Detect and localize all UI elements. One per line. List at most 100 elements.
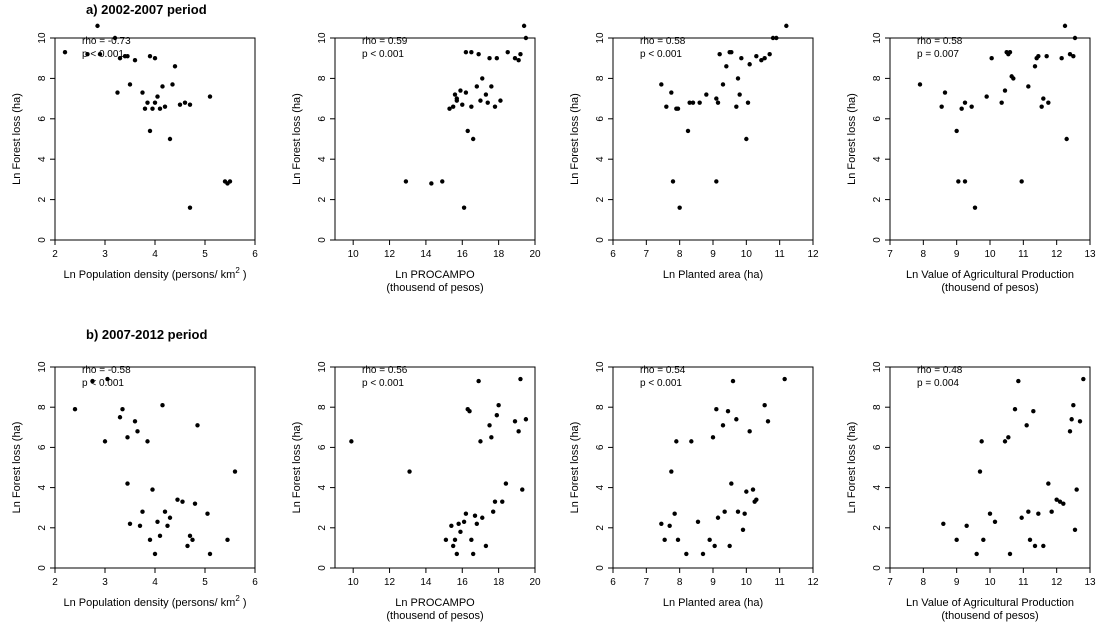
data-point [480, 515, 485, 520]
x-tick-label: 5 [202, 577, 208, 588]
y-tick-label: 2 [595, 525, 606, 531]
data-point [974, 551, 979, 557]
x-tick-label: 8 [677, 577, 683, 588]
y-axis-label: Ln Forest loss (ha) [569, 93, 581, 185]
data-point [152, 551, 158, 557]
x-tick-label: 6 [610, 577, 616, 588]
x-tick-label: 8 [677, 249, 683, 260]
data-point [1049, 509, 1054, 514]
y-tick-label: 10 [37, 361, 48, 373]
data-point [729, 481, 734, 486]
data-point [750, 487, 756, 492]
data-point [999, 100, 1004, 105]
p-value-annotation: p < 0.001 [82, 49, 124, 60]
x-tick-label: 3 [102, 577, 108, 588]
x-tick-label: 14 [420, 249, 432, 260]
data-point [403, 179, 409, 184]
x-axis-label: Ln Planted area (ha) [663, 597, 763, 609]
data-point [175, 497, 180, 502]
data-point [689, 439, 694, 444]
data-point [734, 417, 739, 422]
rho-annotation: rho = -0.58 [82, 365, 131, 376]
data-point [977, 469, 983, 474]
data-point [782, 376, 787, 382]
data-point [140, 90, 145, 95]
data-point [117, 56, 123, 61]
data-point [90, 378, 95, 384]
y-tick-label: 2 [595, 196, 606, 202]
data-point [1041, 543, 1046, 549]
data-point [478, 439, 483, 444]
data-point [747, 62, 752, 67]
data-point [992, 519, 998, 524]
data-point [461, 205, 467, 210]
y-axis-label: Ln Forest loss (ha) [569, 422, 581, 514]
y-tick-label: 6 [872, 444, 883, 450]
data-point [1071, 53, 1076, 59]
data-point [695, 519, 701, 524]
y-tick-label: 4 [317, 156, 328, 162]
x-axis-label-text: Ln Planted area (ha) [663, 269, 763, 281]
data-point [454, 96, 460, 101]
y-axis-label: Ln Forest loss (ha) [291, 422, 303, 514]
data-point [729, 49, 734, 55]
data-point [690, 100, 696, 105]
y-tick-label: 10 [37, 32, 48, 44]
data-point [1012, 407, 1018, 412]
x-tick-label: 9 [710, 577, 716, 588]
data-point [744, 136, 749, 142]
data-point [989, 56, 994, 61]
data-point [185, 543, 190, 549]
data-point [463, 90, 469, 95]
y-tick-label: 8 [872, 404, 883, 410]
data-point [112, 35, 118, 41]
data-point [972, 205, 978, 210]
x-axis-label-text: Ln Population density (persons/ km [63, 597, 235, 609]
scatter-panel-6: 10 12 14 16 18 20 0 2 4 6 8 10 Ln Forest loss (ha) Ln… [291, 361, 541, 622]
data-point [1067, 429, 1073, 434]
x-tick-label: 10 [348, 577, 360, 588]
data-point [715, 515, 721, 520]
y-tick-label: 8 [595, 75, 606, 81]
data-point [155, 94, 160, 99]
data-point [659, 82, 664, 87]
data-point [759, 58, 764, 63]
data-point [704, 92, 709, 97]
x-tick-label: 11 [774, 577, 785, 588]
x-axis-label-superscript: 2 [235, 594, 240, 603]
data-point [770, 35, 776, 41]
plot-frame [334, 37, 536, 241]
x-axis-label-text: Ln PROCAMPO [395, 597, 475, 609]
data-point [474, 84, 480, 89]
x-axis-label-line2: (thousend of pesos) [941, 282, 1038, 294]
data-point [744, 489, 749, 494]
data-point [349, 439, 354, 444]
y-tick-label: 6 [37, 444, 48, 450]
data-point [72, 407, 78, 412]
p-value-annotation: p < 0.001 [640, 49, 682, 60]
y-tick-label: 10 [595, 361, 606, 373]
p-value-annotation: p < 0.001 [362, 49, 404, 60]
y-axis-label: Ln Forest loss (ha) [291, 93, 303, 185]
y-tick-label: 8 [37, 75, 48, 81]
y-tick-label: 0 [37, 237, 48, 243]
x-tick-label: 10 [984, 249, 996, 260]
data-point [677, 205, 682, 210]
data-point [735, 509, 741, 514]
y-tick-label: 4 [872, 484, 883, 490]
data-point [1036, 53, 1041, 59]
data-point [675, 106, 681, 111]
x-tick-label: 13 [1084, 577, 1096, 588]
data-point [205, 511, 210, 516]
data-point [135, 429, 140, 434]
data-point [187, 205, 193, 210]
data-point [1074, 487, 1079, 492]
y-tick-label: 2 [37, 525, 48, 531]
data-point [105, 376, 110, 382]
data-point [227, 179, 233, 184]
data-point [1071, 402, 1076, 408]
data-point [145, 100, 150, 105]
x-tick-label: 18 [493, 249, 505, 260]
data-point [979, 439, 984, 444]
